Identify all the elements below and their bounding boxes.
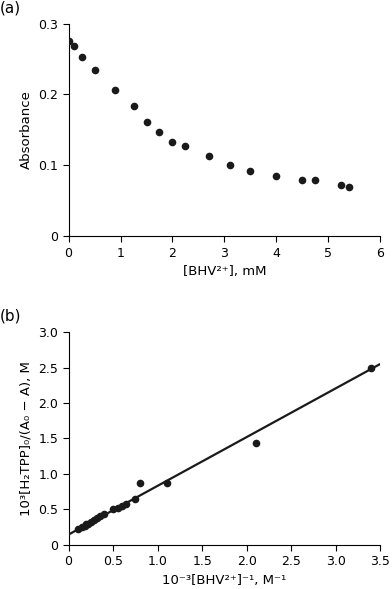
Point <box>252 438 259 448</box>
Point <box>169 137 176 147</box>
Point <box>299 175 305 184</box>
Point <box>156 127 163 137</box>
Point <box>83 519 89 529</box>
Point <box>119 501 125 511</box>
Y-axis label: 10³[H₂TPP]₀/(A₀ − A), M: 10³[H₂TPP]₀/(A₀ − A), M <box>20 361 33 516</box>
Point <box>346 182 352 191</box>
Point <box>338 180 345 189</box>
Point <box>312 176 318 185</box>
Point <box>85 519 91 528</box>
Text: (a): (a) <box>0 0 21 15</box>
X-axis label: [BHV²⁺], mM: [BHV²⁺], mM <box>183 265 266 278</box>
Point <box>123 499 130 509</box>
Point <box>206 151 212 161</box>
Point <box>114 503 121 512</box>
Point <box>101 509 107 518</box>
Point <box>137 478 143 488</box>
Point <box>71 42 77 51</box>
Point <box>88 517 94 527</box>
X-axis label: 10⁻³[BHV²⁺]⁻¹, M⁻¹: 10⁻³[BHV²⁺]⁻¹, M⁻¹ <box>162 574 287 587</box>
Point <box>79 522 85 532</box>
Point <box>132 494 138 504</box>
Point <box>91 65 98 75</box>
Point <box>247 166 254 176</box>
Point <box>163 478 170 488</box>
Point <box>94 513 100 522</box>
Point <box>273 171 279 181</box>
Point <box>227 160 233 170</box>
Point <box>182 141 189 150</box>
Text: (b): (b) <box>0 309 22 323</box>
Y-axis label: Absorbance: Absorbance <box>20 91 33 170</box>
Point <box>65 37 72 46</box>
Point <box>78 52 85 62</box>
Point <box>143 117 150 127</box>
Point <box>82 521 88 530</box>
Point <box>74 525 81 534</box>
Point <box>112 85 118 95</box>
Point <box>131 101 137 111</box>
Point <box>110 505 116 514</box>
Point <box>96 512 103 521</box>
Point <box>368 363 374 372</box>
Point <box>91 515 97 525</box>
